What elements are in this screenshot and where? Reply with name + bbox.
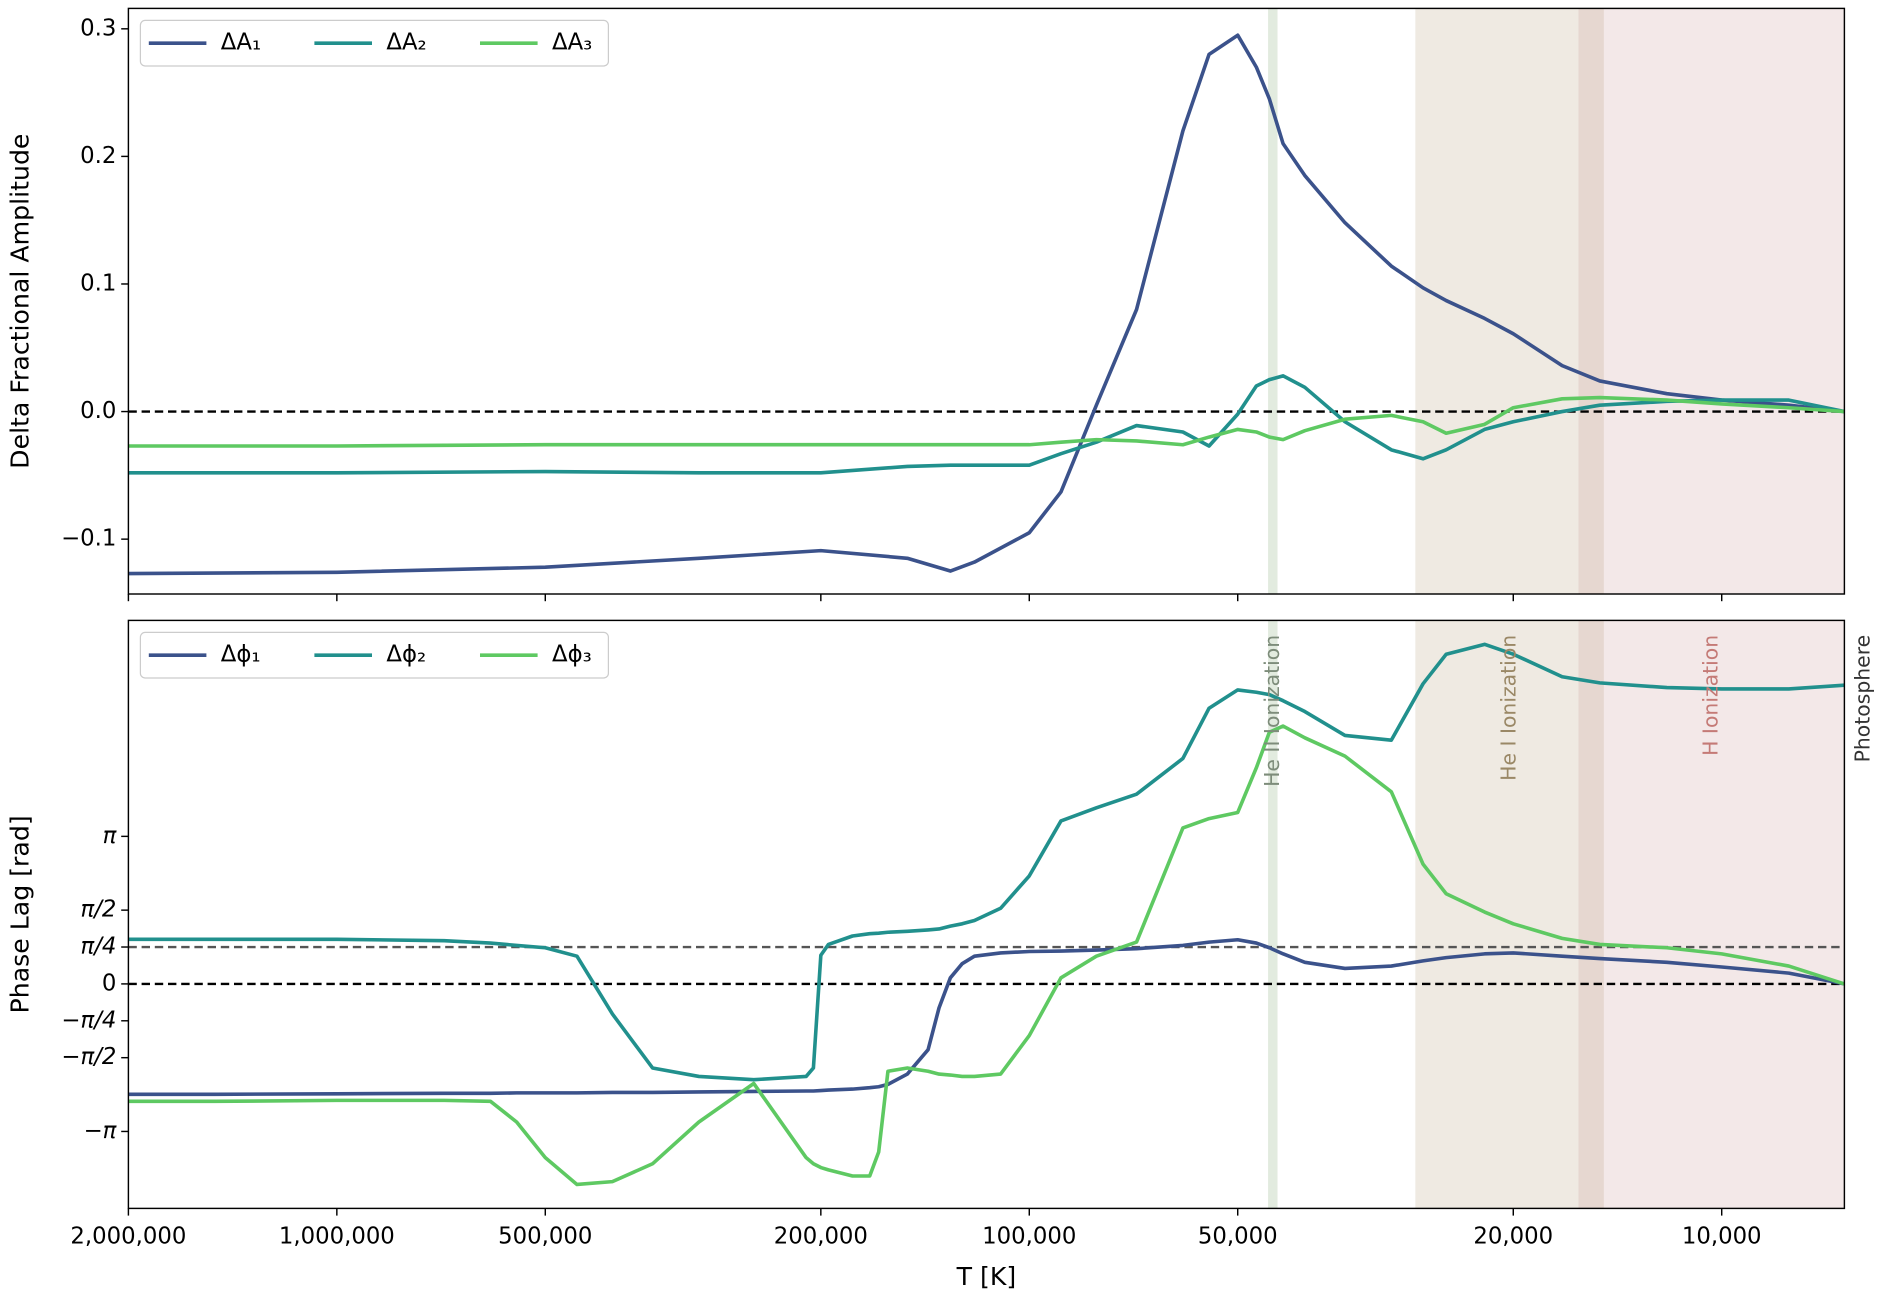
annotation: Photosphere (1851, 635, 1875, 763)
series-line (128, 642, 1845, 1082)
x-tick-label: 50,000 (1198, 1224, 1278, 1250)
y-tick-label: −π/4 (61, 1007, 116, 1033)
legend-label: Δϕ₁ (221, 642, 261, 668)
legend-label: ΔA₁ (221, 30, 261, 56)
series-line (128, 395, 1845, 448)
legend-box (139, 19, 609, 67)
legend-label: Δϕ₂ (386, 642, 426, 668)
legend-label: ΔA₂ (386, 30, 426, 56)
y-axis-label: Delta Fractional Amplitude (6, 134, 35, 469)
y-tick-label: −π (84, 1118, 118, 1144)
region-band (1578, 620, 1845, 1209)
y-tick-label: π/2 (81, 897, 117, 923)
x-tick-label: 500,000 (498, 1224, 592, 1250)
region-label: H Ionization (1698, 635, 1722, 756)
x-axis-label: T [K] (956, 1262, 1017, 1291)
x-tick-label: 200,000 (774, 1224, 868, 1250)
series-line (128, 33, 1845, 576)
region-band (1578, 8, 1845, 595)
legend: ΔA₁ ΔA₂ ΔA₃ (139, 19, 609, 67)
y-tick-label: −0.1 (61, 526, 116, 552)
y-tick-label: π (103, 823, 118, 849)
y-tick-label: π/4 (81, 934, 117, 960)
legend-box (139, 631, 609, 679)
legend-label: Δϕ₃ (552, 642, 592, 668)
plot-frame (127, 619, 1846, 1210)
y-tick-label: 0.1 (80, 270, 116, 296)
y-tick-label: 0 (102, 970, 117, 996)
x-tick-label: 20,000 (1473, 1224, 1553, 1250)
y-tick-label: 0.0 (80, 398, 116, 424)
y-tick-label: 0.2 (80, 143, 116, 169)
legend-label: ΔA₃ (552, 30, 592, 56)
y-axis-label: Phase Lag [rad] (6, 815, 35, 1013)
region-label: He II Ionization (1260, 635, 1284, 787)
plot-frame (127, 7, 1846, 595)
region-label: He I Ionization (1497, 635, 1521, 781)
x-tick-label: 1,000,000 (279, 1224, 395, 1250)
region-band (1415, 620, 1604, 1209)
series-line (128, 937, 1845, 1097)
y-tick-label: 0.3 (80, 15, 116, 41)
x-tick-label: 10,000 (1682, 1224, 1762, 1250)
series-line (128, 724, 1845, 1187)
region-band (1268, 8, 1278, 595)
series-line (128, 374, 1845, 475)
x-tick-label: 100,000 (982, 1224, 1076, 1250)
x-tick-label: 2,000,000 (70, 1224, 186, 1250)
legend: Δϕ₁ Δϕ₂ Δϕ₃ (139, 631, 609, 679)
y-tick-label: −π/2 (61, 1044, 116, 1070)
region-band (1268, 620, 1278, 1209)
